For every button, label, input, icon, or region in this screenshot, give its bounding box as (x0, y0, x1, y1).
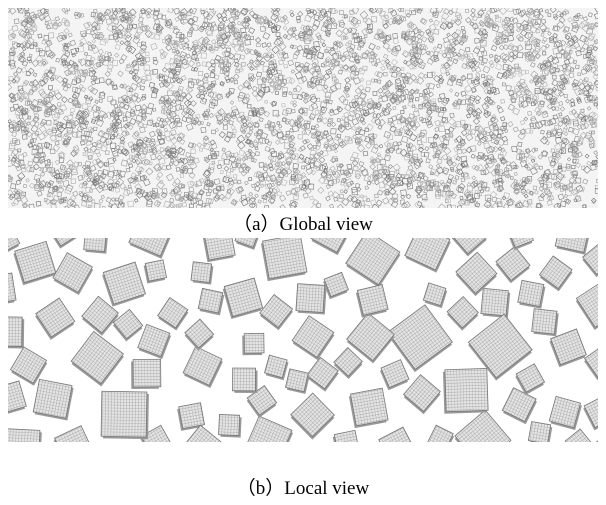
particle (263, 234, 307, 278)
particle (532, 309, 557, 334)
particle (285, 369, 308, 392)
particle (296, 284, 325, 313)
particle (445, 368, 488, 411)
page: （a）Global view （b）Local view (() => { co… (0, 0, 606, 500)
particle (219, 414, 240, 435)
particle (350, 388, 388, 426)
particle (334, 430, 359, 455)
particle (244, 333, 264, 353)
particle (204, 229, 235, 260)
particle (179, 403, 205, 429)
particle (0, 428, 40, 471)
caption: （a）Global view (233, 213, 373, 235)
particle (191, 262, 212, 283)
particle (481, 288, 508, 315)
particle (518, 280, 544, 306)
particle (357, 284, 388, 315)
particle (589, 439, 606, 465)
particle (198, 288, 223, 313)
particle (233, 368, 256, 391)
particle (0, 317, 22, 347)
particle (84, 229, 107, 252)
particle (33, 379, 72, 418)
caption: （b）Local view (237, 477, 370, 499)
particle (528, 422, 550, 444)
particle (101, 391, 147, 437)
particle (145, 260, 166, 281)
particle (133, 359, 161, 387)
figure: （a）Global view （b）Local view (0, 0, 606, 500)
particle (555, 217, 590, 252)
